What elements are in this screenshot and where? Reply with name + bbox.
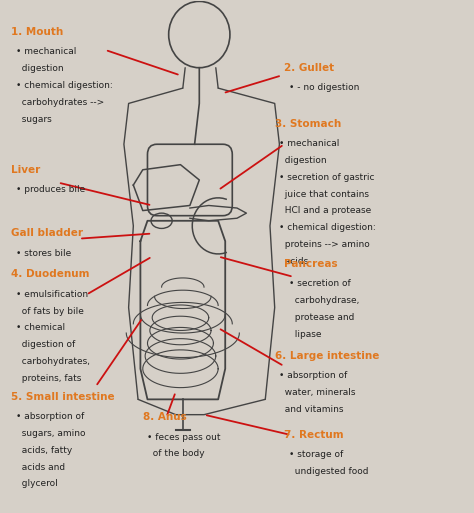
Text: undigested food: undigested food <box>289 467 368 476</box>
Text: Liver: Liver <box>11 165 40 174</box>
Text: sugars, amino: sugars, amino <box>16 429 85 438</box>
Text: • produces bile: • produces bile <box>16 185 85 194</box>
Text: protease and: protease and <box>289 313 354 322</box>
Text: 2. Gullet: 2. Gullet <box>284 63 334 73</box>
Text: 7. Rectum: 7. Rectum <box>284 430 344 440</box>
Text: 1. Mouth: 1. Mouth <box>11 27 63 37</box>
Text: water, minerals: water, minerals <box>279 388 356 397</box>
Text: • absorption of: • absorption of <box>279 371 347 380</box>
Text: • secretion of: • secretion of <box>289 280 351 288</box>
Text: acids, fatty: acids, fatty <box>16 446 72 455</box>
Text: carbohydrates,: carbohydrates, <box>16 357 90 366</box>
Text: 8. Anus: 8. Anus <box>143 412 186 422</box>
Text: digestion of: digestion of <box>16 340 75 349</box>
Text: acids and: acids and <box>16 463 64 471</box>
Text: • absorption of: • absorption of <box>16 412 84 421</box>
Text: carbohydrase,: carbohydrase, <box>289 297 359 305</box>
Text: glycerol: glycerol <box>16 480 57 488</box>
Text: HCl and a protease: HCl and a protease <box>279 207 372 215</box>
Text: • stores bile: • stores bile <box>16 249 71 258</box>
Text: digestion: digestion <box>16 64 63 73</box>
Text: lipase: lipase <box>289 330 321 339</box>
Text: Pancreas: Pancreas <box>284 259 338 269</box>
Text: • storage of: • storage of <box>289 450 343 459</box>
Text: 4. Duodenum: 4. Duodenum <box>11 269 89 279</box>
Text: 3. Stomach: 3. Stomach <box>275 119 341 129</box>
Text: • mechanical: • mechanical <box>279 139 340 148</box>
Text: Gall bladder: Gall bladder <box>11 228 83 239</box>
Text: of the body: of the body <box>147 449 205 458</box>
Text: of fats by bile: of fats by bile <box>16 306 83 315</box>
Text: acids: acids <box>279 257 309 266</box>
Text: • - no digestion: • - no digestion <box>289 83 359 92</box>
Text: 5. Small intestine: 5. Small intestine <box>11 392 114 402</box>
Text: 6. Large intestine: 6. Large intestine <box>275 351 379 361</box>
Text: sugars: sugars <box>16 115 51 124</box>
Text: • emulsification: • emulsification <box>16 290 88 299</box>
Text: • feces pass out: • feces pass out <box>147 432 221 442</box>
Text: carbohydrates -->: carbohydrates --> <box>16 98 104 107</box>
Text: • chemical digestion:: • chemical digestion: <box>16 81 112 90</box>
Text: juice that contains: juice that contains <box>279 190 369 199</box>
Text: • mechanical: • mechanical <box>16 47 76 56</box>
Text: proteins --> amino: proteins --> amino <box>279 240 370 249</box>
Text: and vitamins: and vitamins <box>279 405 344 414</box>
Text: • chemical digestion:: • chemical digestion: <box>279 223 376 232</box>
Text: • secretion of gastric: • secretion of gastric <box>279 173 375 182</box>
Text: • chemical: • chemical <box>16 323 64 332</box>
Text: proteins, fats: proteins, fats <box>16 374 81 383</box>
Text: digestion: digestion <box>279 156 327 165</box>
